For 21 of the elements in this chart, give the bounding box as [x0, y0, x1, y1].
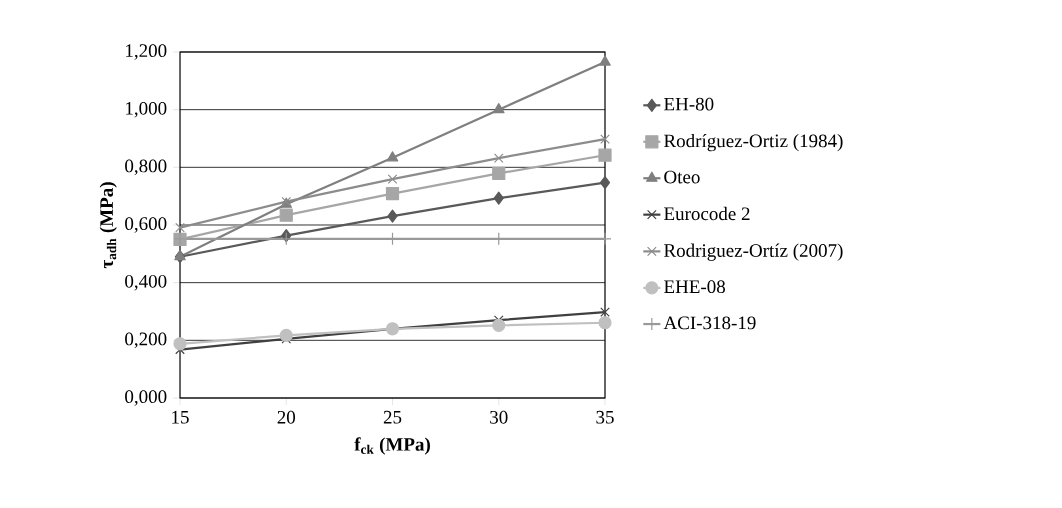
legend-label: Eurocode 2 [664, 206, 750, 221]
legend-label: EHE-08 [664, 280, 726, 294]
x-tick-label: 15 [172, 410, 189, 424]
legend-label: ACI-318-19 [663, 316, 756, 330]
x-tick-label: 35 [596, 410, 614, 424]
legend-label: Rodriguez-Ortíz (2007) [664, 243, 843, 261]
y-tick-label: 0,200 [125, 332, 167, 349]
x-tick-label: 25 [383, 410, 402, 424]
y-tick-label: 0,600 [125, 217, 167, 233]
legend-label: EH-80 [664, 97, 714, 111]
y-tick-label: 0,800 [125, 159, 167, 176]
legend-label: Rodríguez-Ortiz (1984) [664, 133, 843, 152]
y-tick-label: 0,400 [125, 274, 167, 291]
y-tick-label: 1,200 [126, 44, 167, 60]
x-axis-title: f$_{ck}$ (MPa) [354, 437, 430, 455]
y-tick-label: 1,000 [126, 101, 167, 118]
x-tick-label: 20 [277, 410, 296, 424]
x-tick-label: 30 [490, 410, 508, 424]
y-axis-title: τ$_{adh}$ (MPa) [99, 182, 117, 269]
legend-label: Oteo [664, 170, 700, 184]
y-tick-label: 0,000 [125, 390, 167, 406]
